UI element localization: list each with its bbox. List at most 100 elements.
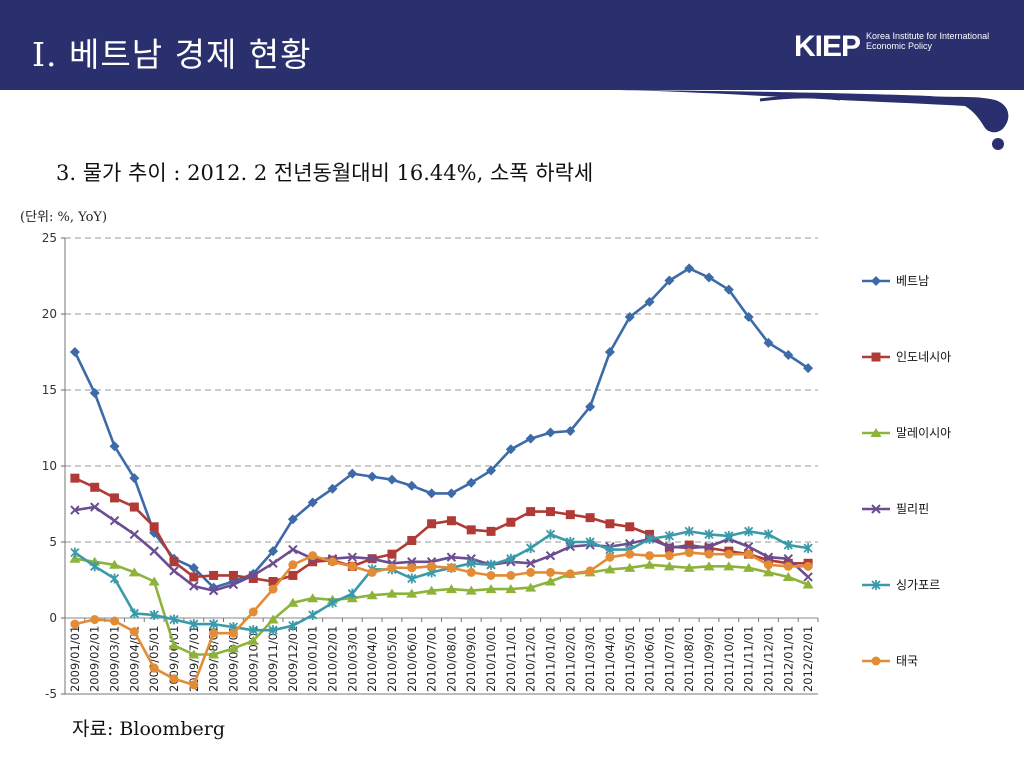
- x-tick-label: 2010/03/01: [345, 626, 359, 692]
- x-tick-label: 2011/05/01: [623, 626, 637, 692]
- x-tick-label: 2011/10/01: [722, 626, 736, 692]
- x-tick-label: 2011/09/01: [702, 626, 716, 692]
- x-tick-label: 2010/05/01: [385, 626, 399, 692]
- data-point: [69, 347, 80, 357]
- legend-marker: [870, 428, 882, 437]
- data-point: [149, 522, 159, 532]
- x-tick-label: 2009/06/01: [167, 626, 181, 692]
- data-point: [288, 620, 298, 631]
- data-point: [486, 465, 497, 476]
- data-point: [644, 559, 656, 569]
- data-point: [446, 516, 456, 526]
- data-point: [129, 529, 140, 540]
- series-6: [70, 548, 813, 690]
- data-point: [526, 507, 536, 517]
- data-point: [585, 537, 595, 547]
- data-point: [783, 561, 793, 571]
- legend-marker: [871, 352, 881, 362]
- data-point: [386, 474, 397, 485]
- data-point: [506, 570, 516, 580]
- data-point: [664, 275, 675, 286]
- data-point: [763, 337, 774, 348]
- data-point: [525, 433, 536, 444]
- x-tick-label: 2011/07/01: [662, 626, 676, 692]
- data-point: [505, 584, 517, 594]
- x-tick-label: 2011/04/01: [603, 626, 617, 692]
- data-point: [347, 588, 357, 599]
- data-point: [308, 609, 318, 620]
- data-point: [287, 514, 298, 525]
- x-tick-label: 2011/08/01: [682, 626, 696, 692]
- data-point: [367, 567, 377, 577]
- data-point: [644, 533, 655, 544]
- legend-item: 태국: [862, 654, 918, 668]
- data-point: [466, 525, 476, 535]
- kiep-logo: KIEP: [794, 30, 861, 63]
- series-1: [69, 263, 814, 593]
- data-point: [189, 680, 199, 690]
- x-tick-label: 2009/02/01: [88, 626, 102, 692]
- data-point: [189, 581, 199, 591]
- data-point: [288, 560, 298, 570]
- data-point: [724, 530, 734, 541]
- data-point: [605, 552, 615, 562]
- x-tick-label: 2010/11/01: [504, 626, 518, 692]
- data-point: [466, 567, 476, 577]
- data-point: [446, 563, 456, 573]
- data-point: [406, 480, 417, 491]
- data-point: [327, 597, 338, 608]
- data-point: [704, 529, 714, 540]
- series-line: [73, 267, 809, 589]
- chart-subtitle: 3. 물가 추이 : 2012. 2 전년동월대비 16.44%, 소폭 하락세: [56, 161, 594, 185]
- y-tick-label: 0: [49, 611, 57, 625]
- data-point: [386, 588, 398, 598]
- legend-marker: [871, 276, 881, 286]
- data-point: [684, 548, 694, 558]
- data-point: [149, 663, 159, 673]
- data-point: [486, 526, 496, 536]
- series-line: [74, 530, 809, 632]
- data-point: [70, 473, 80, 483]
- data-point: [445, 584, 457, 594]
- series-4: [70, 502, 813, 596]
- x-tick-label: 2009/04/01: [127, 626, 141, 692]
- legend-label: 싱가포르: [896, 578, 940, 592]
- data-point: [803, 543, 813, 554]
- x-tick-label: 2011/12/01: [761, 626, 775, 692]
- data-point: [168, 640, 180, 650]
- data-point: [545, 529, 556, 540]
- y-tick-label: 20: [42, 307, 57, 321]
- data-point: [565, 537, 575, 547]
- legend-label: 인도네시아: [896, 350, 951, 364]
- data-point: [525, 558, 536, 568]
- data-point: [664, 530, 675, 541]
- data-point: [604, 347, 615, 357]
- data-point: [189, 572, 199, 582]
- x-tick-label: 2010/06/01: [405, 626, 419, 692]
- data-point: [247, 635, 259, 645]
- data-point: [683, 562, 695, 572]
- data-point: [644, 296, 655, 307]
- y-tick-label: 10: [42, 459, 57, 473]
- legend-label: 베트남: [896, 274, 929, 288]
- data-point: [248, 607, 258, 617]
- source-note: 자료: Bloomberg: [72, 718, 225, 740]
- data-point: [585, 401, 596, 412]
- data-point: [743, 312, 754, 323]
- data-point: [724, 549, 734, 559]
- data-point: [129, 627, 139, 637]
- data-point: [525, 582, 537, 592]
- data-point: [803, 561, 813, 571]
- data-point: [109, 441, 120, 452]
- data-point: [209, 628, 219, 638]
- data-point: [288, 570, 298, 580]
- x-tick-label: 2009/12/01: [286, 626, 300, 692]
- data-point: [526, 567, 536, 577]
- data-point: [407, 535, 417, 545]
- y-tick-label: 5: [49, 535, 57, 549]
- data-point: [149, 546, 159, 556]
- data-point: [267, 614, 279, 624]
- data-point: [367, 471, 378, 482]
- data-point: [228, 579, 239, 590]
